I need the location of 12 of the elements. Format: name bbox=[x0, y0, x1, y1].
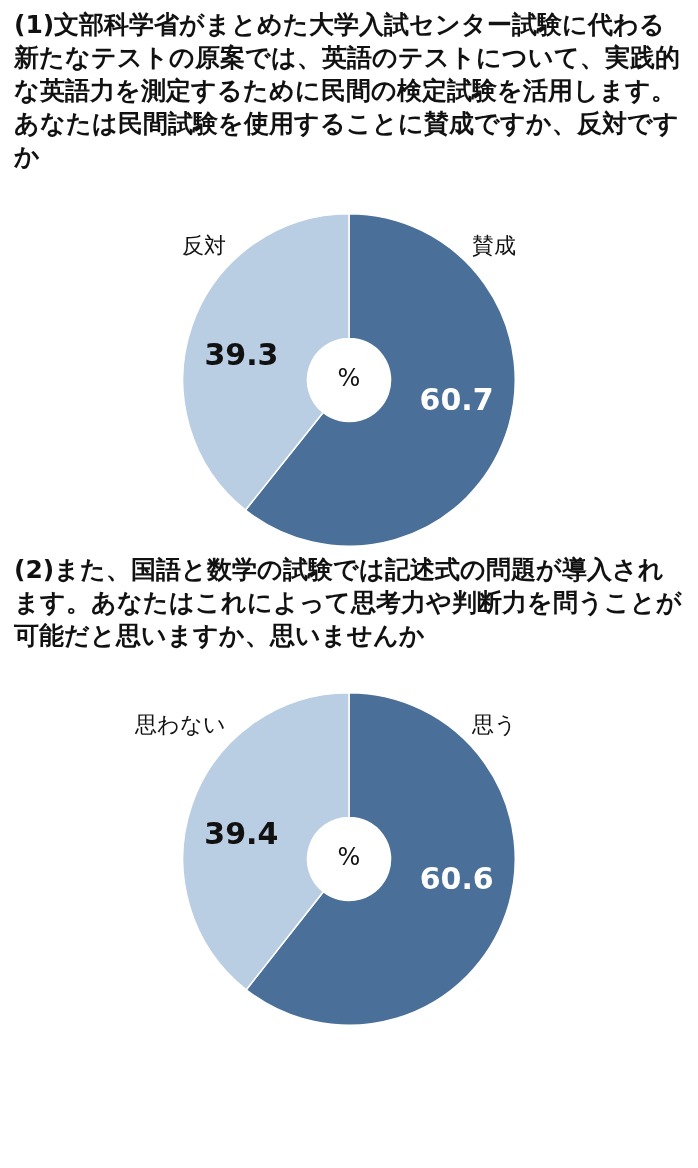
slice-label: 反対 bbox=[181, 232, 226, 258]
text: % bbox=[337, 843, 361, 872]
slice-label: 思う bbox=[471, 711, 518, 737]
data-label: 39.4 bbox=[204, 816, 279, 852]
chart-title: (1)文部科学省がまとめた大学入試センター試験に代わる新たなテストの原案では、英語のテストについて、実践的な英語力を測定するために民間の検定試験を活用します。あなたは民間試験を使用することに賛成ですか、反対ですか bbox=[14, 9, 681, 173]
slice-label: 思わない bbox=[133, 711, 226, 737]
slice-label: 賛成 bbox=[472, 232, 517, 258]
data-label: 60.7 bbox=[419, 382, 494, 418]
chart-title: (2)また、国語と数学の試験では記述式の問題が導入されます。あなたはこれによって思考力や判断力を問うことが可能だと思いますか、思いませんか bbox=[14, 554, 683, 652]
text: % bbox=[337, 364, 361, 393]
data-label: 60.6 bbox=[419, 861, 494, 897]
data-label: 39.3 bbox=[204, 337, 279, 373]
